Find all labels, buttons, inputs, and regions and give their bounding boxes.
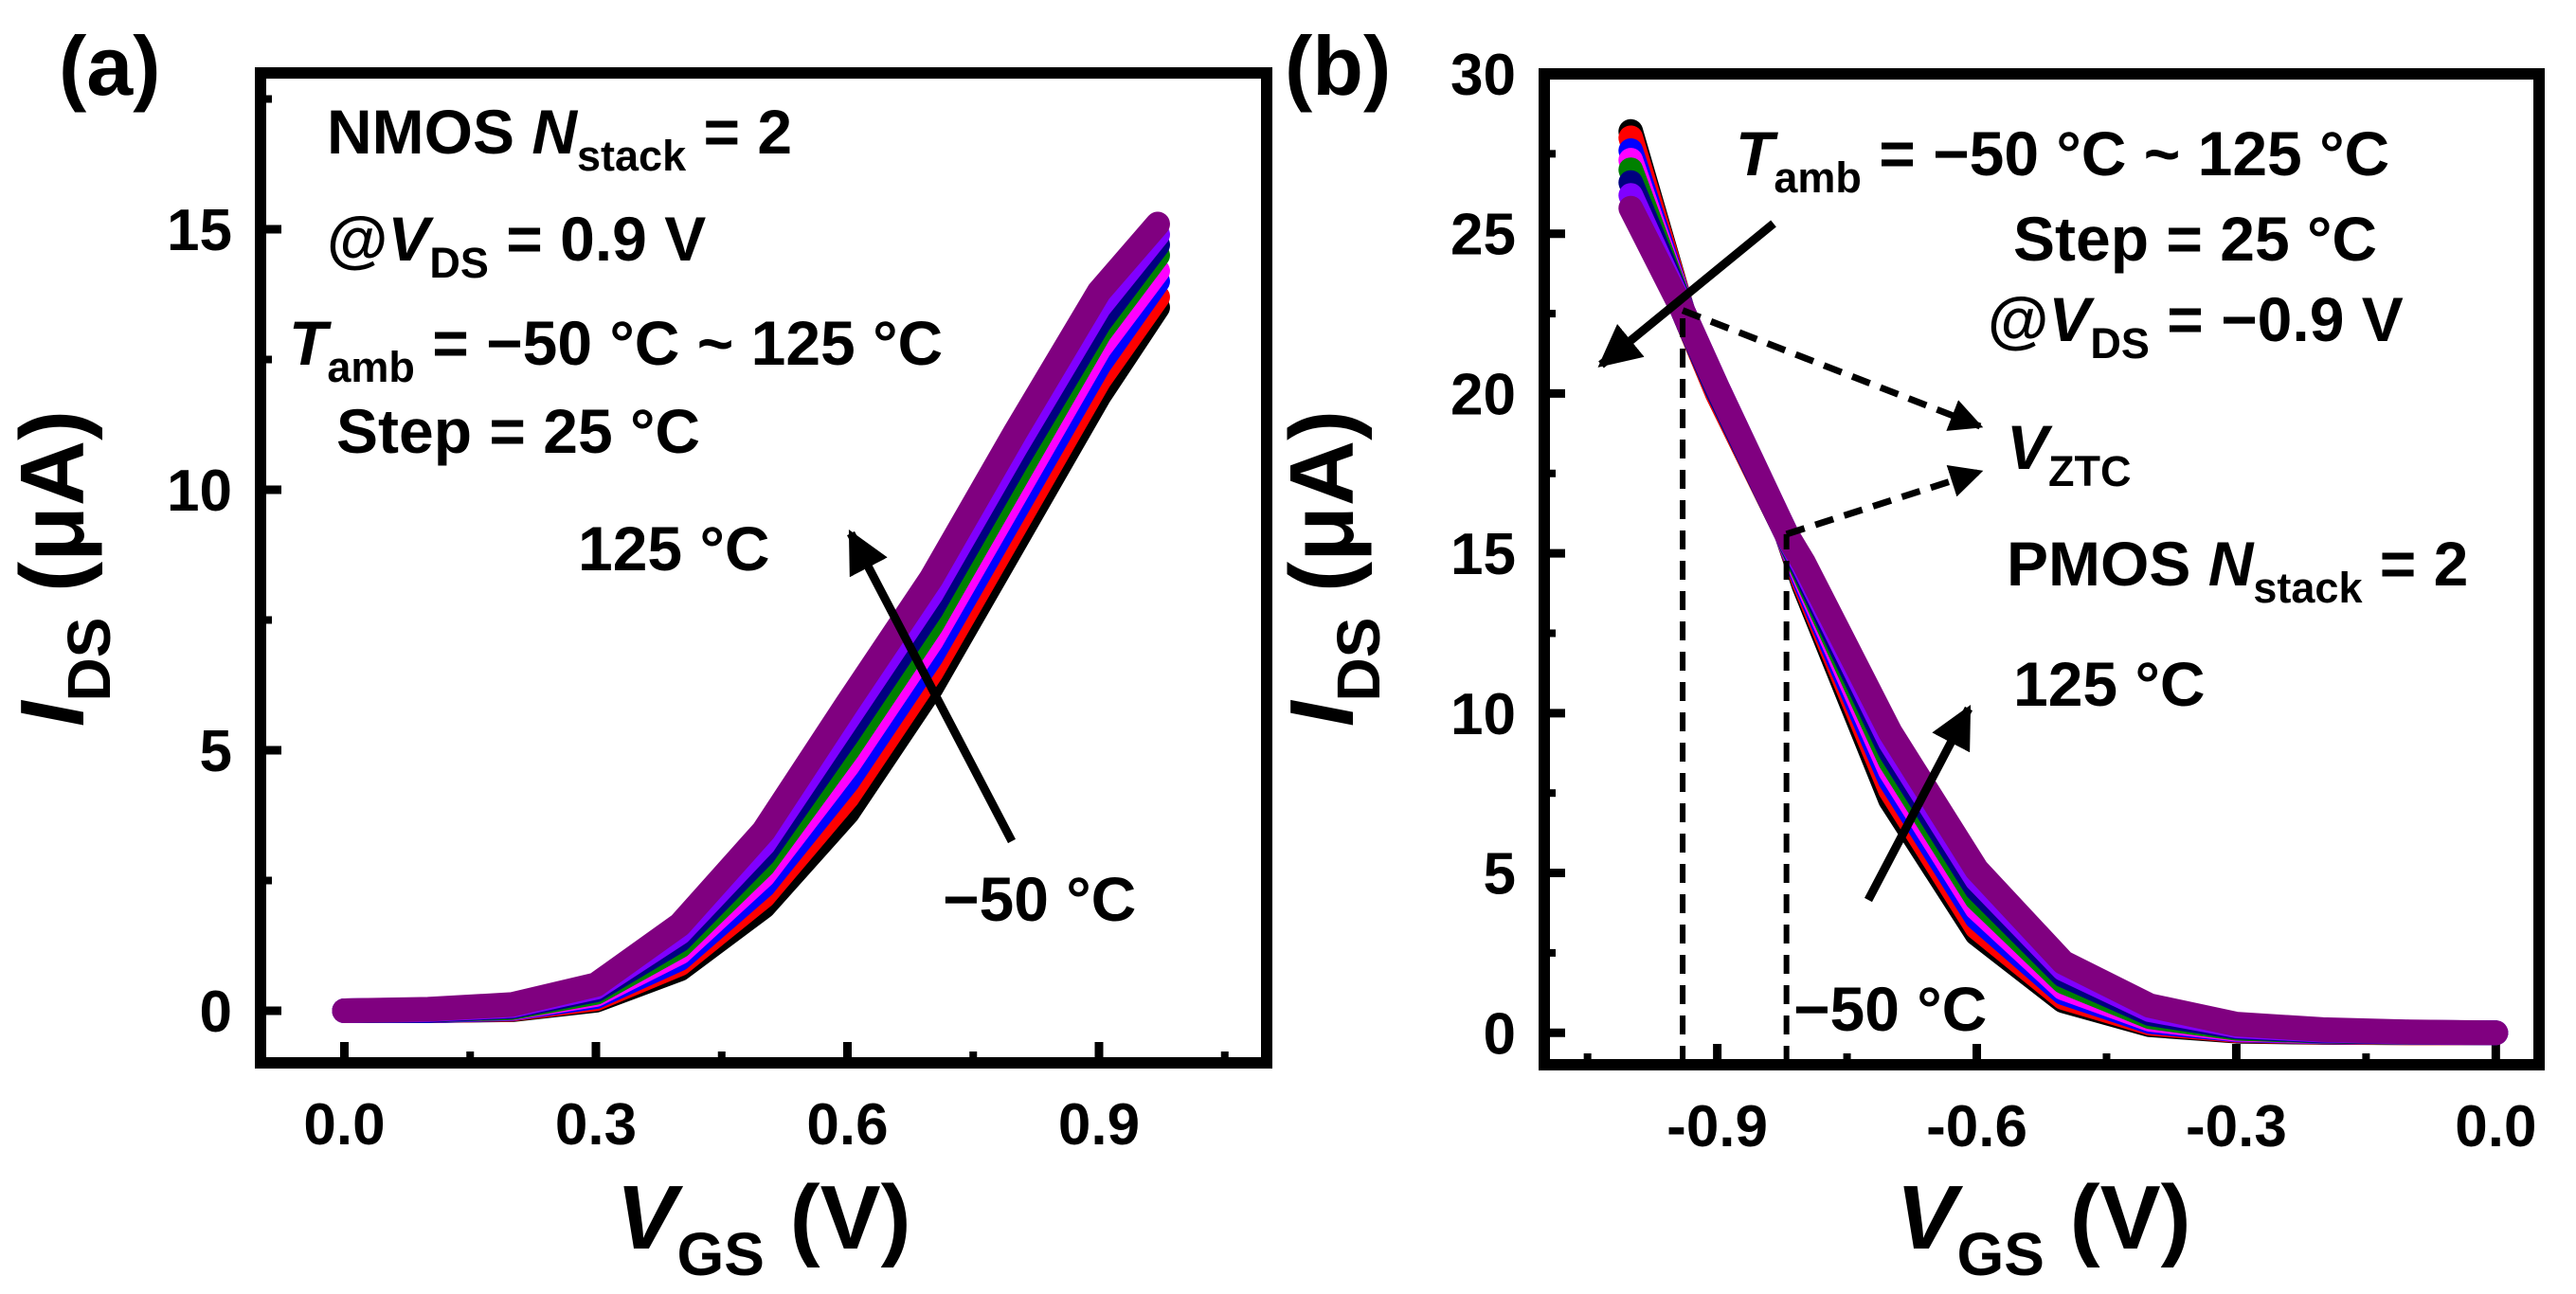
vztc-pointer-arrow [1785,465,1984,538]
panel-a-axes: 0.0 0.3 0.6 0.9 0 5 10 15 [167,95,1229,1158]
axis-title-symbol: I [1271,699,1373,727]
annotation-hot: 125 °C [2013,649,2206,719]
y-tick-label: 20 [1450,362,1516,427]
text-run: T [1736,118,1778,189]
annotation-vds: @VDS = −0.9 V [1988,284,2404,368]
annotation-step: Step = 25 °C [336,396,700,466]
text-run: Step = 25 °C [2013,204,2377,274]
panel-b-tamb-arrow [1597,220,1776,368]
y-tick-label: 15 [1450,522,1516,587]
panel-b-pmos: (b) -0.9 -0.6 -0.3 0.0 0 5 10 15 20 25 30 Tamb = −… [1271,19,2545,1288]
text-run: = 2 [2362,529,2468,599]
panel-b-vztc-markers [1680,307,1984,1065]
annotation-step: Step = 25 °C [2013,204,2377,274]
panel-a-frame [255,67,1272,1069]
annotation-pmos: PMOS Nstack = 2 [2007,529,2468,612]
panel-b-series [1618,118,2509,1046]
text-run: = 2 [686,97,792,167]
annotation-cold: −50 °C [1793,974,1987,1044]
text-run: = −50 °C ~ 125 °C [415,308,943,378]
text-run: V [2048,284,2095,354]
axis-title-symbol: V [1896,1167,1963,1268]
panel-b-y-axis-title: IDS (μA) [1271,410,1393,727]
y-tick-label: 15 [167,198,232,263]
panel-a-y-axis-title: IDS (μA) [2,410,123,727]
axis-title-unit: (μA) [2,410,103,618]
text-run: V [2007,412,2053,482]
panel-a-series [332,211,1170,1023]
text-run: amb [327,343,415,391]
x-tick-label: -0.9 [1666,1094,1768,1159]
series-line-125C [332,211,1170,1023]
text-run: @ [327,204,387,274]
annotation-nmos: NMOS Nstack = 2 [327,97,792,180]
series-line-125C [1618,195,2509,1046]
annotation-vztc: VZTC [2007,412,2132,495]
x-tick-label: -0.6 [1926,1094,2027,1159]
text-run: amb [1774,153,1862,202]
text-run: V [387,204,434,274]
y-tick-label: 5 [200,719,232,784]
panel-label-b: (b) [1285,19,1391,113]
text-run: @ [1988,284,2048,354]
text-run: PMOS [2007,529,2208,599]
x-tick-label: 0.0 [2455,1094,2536,1159]
text-run: −50 °C [943,864,1136,934]
x-tick-label: 0.0 [303,1092,385,1158]
x-tick-label: 0.3 [555,1092,637,1158]
annotation-tamb: Tamb = −50 °C ~ 125 °C [289,308,943,391]
y-tick-label: 25 [1450,203,1516,268]
y-tick-label: 0 [200,979,232,1045]
text-run: −50 °C [1793,974,1987,1044]
annotation-hot: 125 °C [578,513,770,584]
axis-title-subscript: GS [676,1220,764,1288]
text-run: N [2208,529,2255,599]
axis-title-symbol: I [2,699,103,727]
text-run: = −0.9 V [2150,284,2404,354]
panel-label-a: (a) [59,19,161,113]
y-tick-label: 5 [1484,842,1516,908]
axis-title-unit: (V) [765,1167,911,1268]
panel-b-temperature-arrow [1864,705,1973,903]
text-run: = −50 °C ~ 125 °C [1862,118,2389,189]
text-run: = 0.9 V [489,204,706,274]
text-run: NMOS [327,97,531,167]
text-run: T [289,308,332,378]
x-tick-label: 0.9 [1058,1092,1140,1158]
text-run: ZTC [2048,447,2131,495]
axis-title-subscript: DS [1324,618,1393,702]
vztc-pointer-arrow [1681,307,1984,431]
axis-title-subscript: DS [55,618,123,702]
y-tick-label: 10 [1450,682,1516,747]
text-run: DS [2090,319,2150,368]
text-run: stack [2253,564,2363,612]
x-tick-label: 0.6 [806,1092,888,1158]
text-run: 125 °C [578,513,770,584]
x-tick-label: -0.3 [2186,1094,2287,1159]
y-tick-label: 30 [1450,43,1516,108]
axis-title-unit: (V) [2045,1167,2191,1268]
text-run: Step = 25 °C [336,396,700,466]
axis-title-unit: (μA) [1271,410,1373,618]
panel-b-axes: -0.9 -0.6 -0.3 0.0 0 5 10 15 20 25 30 [1450,43,2536,1159]
panel-b-x-axis-title: VGS (V) [1896,1167,2190,1288]
panel-b-frame [1539,68,2545,1070]
panel-a-annotations: NMOS Nstack = 2 @VDS = 0.9 V Tamb = −50 °C… [289,97,1136,934]
text-run: DS [429,239,489,287]
annotation-vds: @VDS = 0.9 V [327,204,706,287]
text-run: stack [577,132,687,180]
axis-title-symbol: V [616,1167,683,1268]
annotation-cold: −50 °C [943,864,1136,934]
axis-title-subscript: GS [1956,1220,2044,1288]
annotation-tamb: Tamb = −50 °C ~ 125 °C [1736,118,2389,202]
panel-a-x-axis-title: VGS (V) [616,1167,910,1288]
panel-a-temperature-arrow [847,530,1016,844]
y-tick-label: 10 [167,458,232,524]
y-tick-label: 0 [1484,1001,1516,1067]
text-run: 125 °C [2013,649,2206,719]
text-run: N [531,97,578,167]
